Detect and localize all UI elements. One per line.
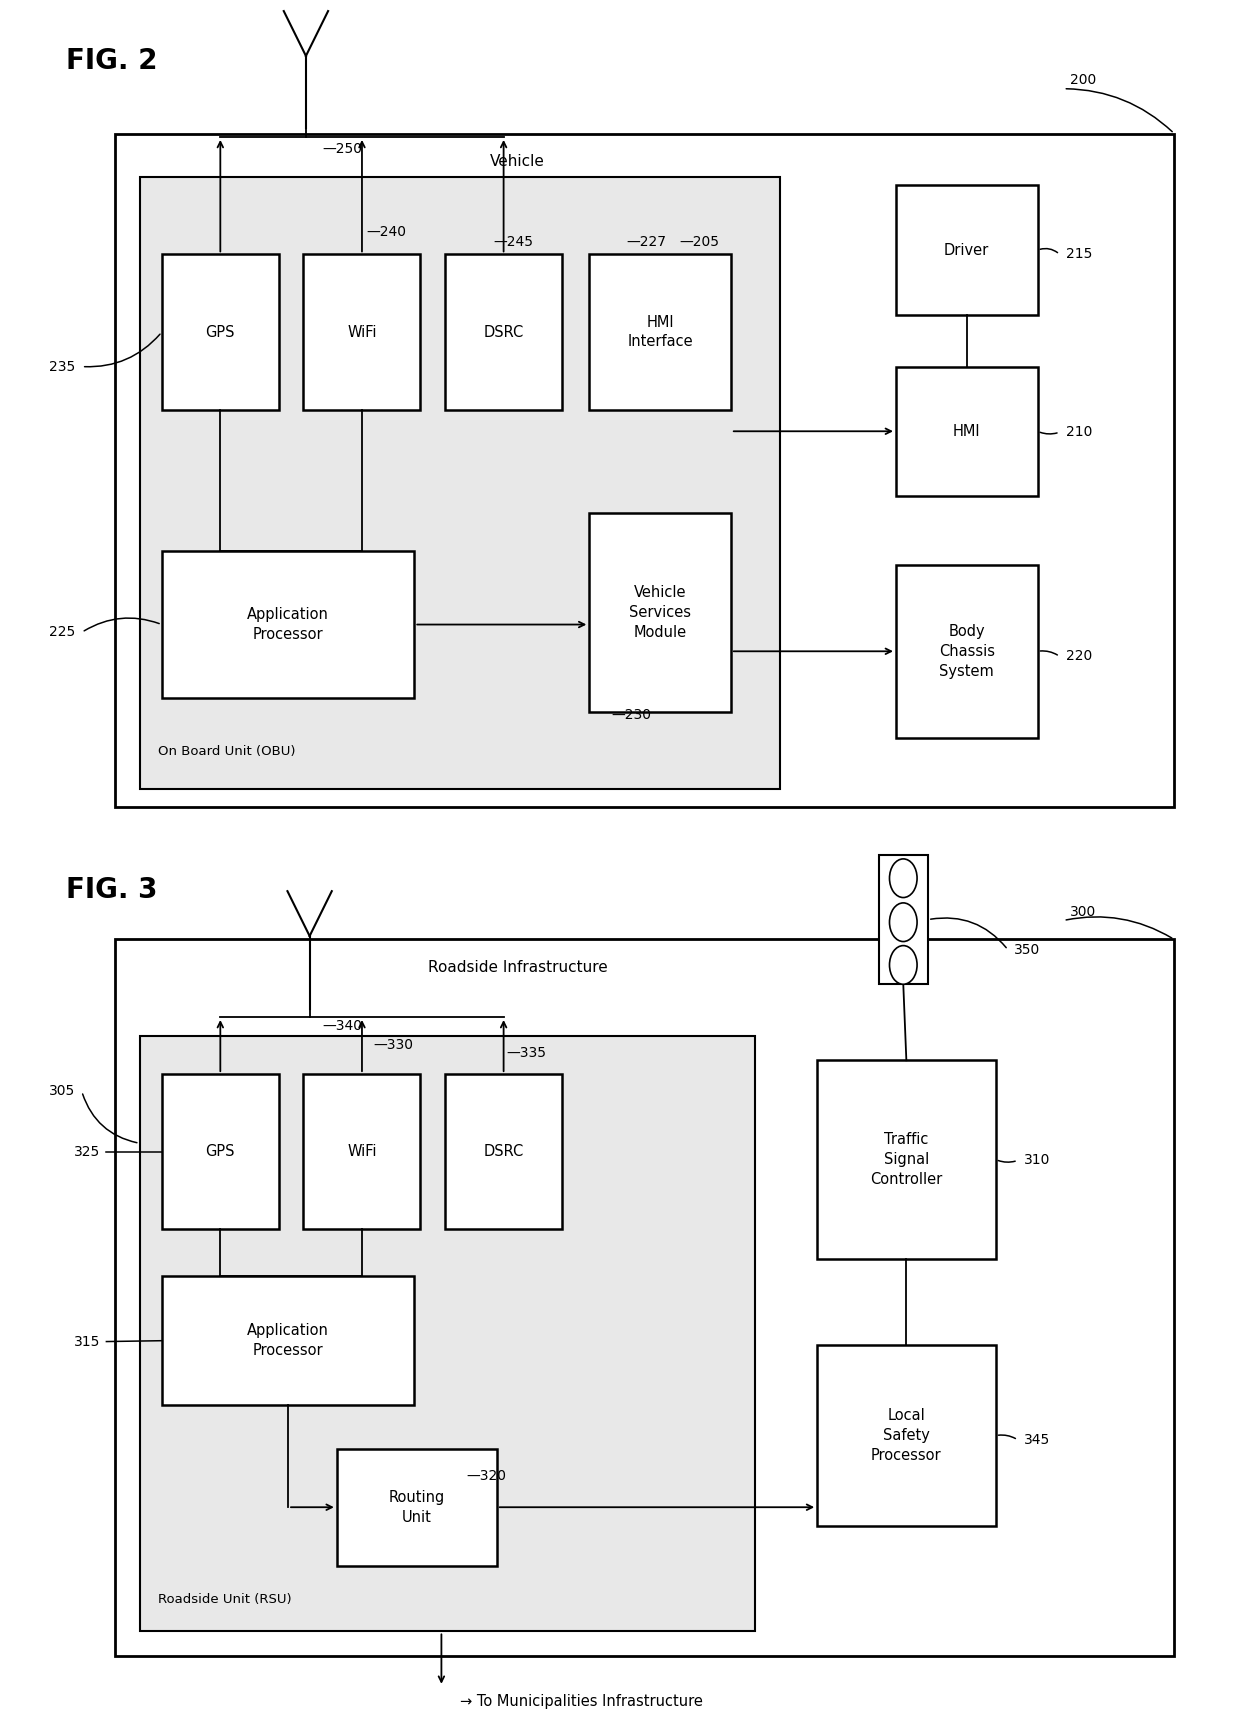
Circle shape (889, 903, 918, 942)
Bar (115, 134, 1174, 806)
Bar (589, 513, 730, 711)
Text: 350: 350 (1014, 943, 1040, 957)
Text: 310: 310 (1024, 1153, 1050, 1167)
Text: On Board Unit (OBU): On Board Unit (OBU) (159, 746, 295, 758)
Text: HMI
Interface: HMI Interface (627, 314, 693, 350)
Text: 325: 325 (74, 1144, 100, 1158)
Text: Local
Safety
Processor: Local Safety Processor (870, 1408, 941, 1463)
Text: Application
Processor: Application Processor (247, 1323, 329, 1358)
Text: 220: 220 (1066, 650, 1092, 664)
Circle shape (889, 945, 918, 985)
Bar (337, 1448, 497, 1566)
Bar (115, 940, 1174, 1656)
Text: Driver: Driver (944, 243, 990, 258)
Bar (445, 1073, 562, 1229)
Text: Application
Processor: Application Processor (247, 607, 329, 642)
Text: Routing
Unit: Routing Unit (388, 1490, 445, 1524)
Text: Body
Chassis
System: Body Chassis System (939, 624, 994, 678)
Bar (140, 177, 780, 789)
Text: WiFi: WiFi (347, 324, 377, 340)
Bar (161, 1276, 414, 1406)
Bar (895, 366, 1038, 496)
Text: FIG. 2: FIG. 2 (66, 47, 157, 75)
Bar (589, 255, 730, 409)
Text: 235: 235 (50, 359, 76, 373)
Text: 300: 300 (1070, 905, 1096, 919)
Text: → To Municipalities Infrastructure: → To Municipalities Infrastructure (460, 1694, 703, 1708)
Text: DSRC: DSRC (484, 324, 523, 340)
Text: 200: 200 (1070, 73, 1096, 87)
Text: —340: —340 (322, 1020, 362, 1033)
Bar (161, 1073, 279, 1229)
Circle shape (889, 858, 918, 898)
Text: 315: 315 (74, 1335, 100, 1349)
Text: —240: —240 (366, 225, 407, 239)
Text: 305: 305 (50, 1084, 76, 1098)
Bar (161, 551, 414, 697)
Text: —227: —227 (626, 236, 666, 250)
Text: WiFi: WiFi (347, 1144, 377, 1160)
Text: Traffic
Signal
Controller: Traffic Signal Controller (870, 1132, 942, 1186)
Text: Vehicle
Services
Module: Vehicle Services Module (629, 584, 691, 640)
Text: FIG. 3: FIG. 3 (66, 876, 157, 903)
Text: DSRC: DSRC (484, 1144, 523, 1160)
Bar (140, 1037, 755, 1632)
Text: Roadside Infrastructure: Roadside Infrastructure (428, 961, 608, 975)
Bar (304, 255, 420, 409)
Text: GPS: GPS (206, 324, 236, 340)
Text: —205: —205 (680, 236, 719, 250)
Text: —245: —245 (494, 236, 533, 250)
Text: —330: —330 (373, 1037, 414, 1053)
Text: Roadside Unit (RSU): Roadside Unit (RSU) (159, 1592, 291, 1606)
Bar (304, 1073, 420, 1229)
Text: —335: —335 (507, 1046, 547, 1061)
Text: 215: 215 (1066, 248, 1092, 262)
Text: 345: 345 (1024, 1432, 1050, 1446)
Text: GPS: GPS (206, 1144, 236, 1160)
Bar (895, 186, 1038, 316)
Bar (817, 1059, 996, 1259)
Text: —230: —230 (611, 707, 651, 723)
Bar (445, 255, 562, 409)
Bar (895, 565, 1038, 737)
Bar (161, 255, 279, 409)
Text: 225: 225 (50, 626, 76, 640)
Text: HMI: HMI (952, 423, 981, 439)
Text: Vehicle: Vehicle (490, 154, 544, 170)
Bar (879, 855, 928, 985)
Text: —320: —320 (466, 1469, 506, 1483)
Text: 210: 210 (1066, 425, 1092, 439)
Bar (817, 1346, 996, 1526)
Text: —250: —250 (322, 142, 362, 156)
